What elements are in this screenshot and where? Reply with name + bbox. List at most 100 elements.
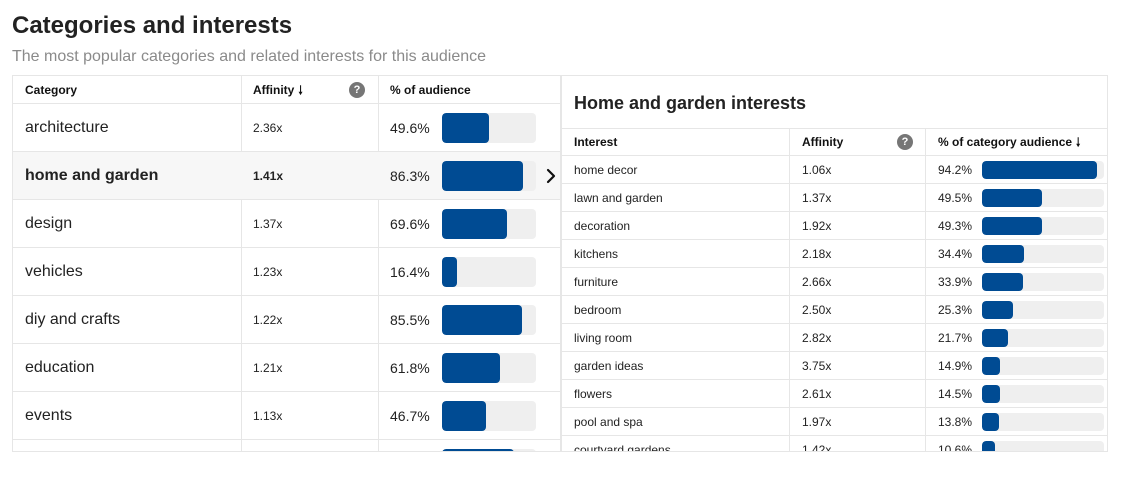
interest-row: pool and spa 1.97x 13.8% bbox=[562, 408, 1107, 436]
category-row[interactable]: home and garden 1.41x 86.3% bbox=[13, 152, 560, 200]
category-affinity: 1.21x bbox=[253, 361, 283, 375]
interest-audience-percent: 34.4% bbox=[938, 247, 973, 261]
column-header-category[interactable]: Category bbox=[25, 83, 78, 97]
category-audience-bar bbox=[982, 189, 1104, 207]
interest-affinity: 1.06x bbox=[802, 163, 832, 177]
category-audience-percent: 85.5% bbox=[390, 312, 430, 328]
audience-bar bbox=[442, 449, 536, 451]
arrow-down-icon: 🠓 bbox=[298, 83, 303, 97]
interest-row: kitchens 2.18x 34.4% bbox=[562, 240, 1107, 268]
category-audience-bar bbox=[982, 273, 1104, 291]
category-audience-bar bbox=[982, 413, 1104, 431]
interest-name: lawn and garden bbox=[574, 191, 663, 205]
column-header-affinity[interactable]: Affinity bbox=[802, 135, 844, 149]
interest-row: flowers 2.61x 14.5% bbox=[562, 380, 1107, 408]
interest-name: pool and spa bbox=[574, 415, 643, 429]
column-divider bbox=[925, 128, 926, 451]
interest-audience-percent: 49.3% bbox=[938, 219, 973, 233]
interest-name: decoration bbox=[574, 219, 631, 233]
category-row[interactable] bbox=[13, 440, 560, 451]
category-name: home and garden bbox=[25, 167, 159, 184]
interest-audience-percent: 10.6% bbox=[938, 443, 973, 452]
interest-row: home decor 1.06x 94.2% bbox=[562, 156, 1107, 184]
interest-audience-percent: 33.9% bbox=[938, 275, 973, 289]
category-audience-percent: 69.6% bbox=[390, 216, 430, 232]
interest-affinity: 1.97x bbox=[802, 415, 832, 429]
interest-audience-percent: 94.2% bbox=[938, 163, 973, 177]
category-row[interactable]: diy and crafts 1.22x 85.5% bbox=[13, 296, 560, 344]
category-affinity: 1.41x bbox=[253, 169, 284, 183]
category-name: education bbox=[25, 359, 95, 376]
audience-bar bbox=[442, 209, 536, 239]
interest-affinity: 2.82x bbox=[802, 331, 832, 345]
interest-audience-percent: 14.9% bbox=[938, 359, 973, 373]
audience-bar-fill bbox=[442, 161, 524, 191]
audience-bar bbox=[442, 305, 536, 335]
interest-row: living room 2.82x 21.7% bbox=[562, 324, 1107, 352]
category-row[interactable]: design 1.37x 69.6% bbox=[13, 200, 560, 248]
interest-audience-percent: 49.5% bbox=[938, 191, 973, 205]
interest-row: furniture 2.66x 33.9% bbox=[562, 268, 1107, 296]
category-audience-bar-fill bbox=[982, 273, 1024, 291]
column-header-audience[interactable]: % of audience bbox=[390, 83, 471, 97]
audience-bar-fill bbox=[442, 353, 501, 383]
category-audience-percent: 86.3% bbox=[390, 168, 430, 184]
category-row[interactable]: education 1.21x 61.8% bbox=[13, 344, 560, 392]
category-audience-bar bbox=[982, 329, 1104, 347]
column-header-affinity-label: Affinity bbox=[253, 83, 295, 97]
audience-bar-fill bbox=[442, 257, 458, 287]
interest-audience-percent: 14.5% bbox=[938, 387, 973, 401]
question-circle-icon[interactable]: ? bbox=[349, 82, 365, 98]
interest-name: kitchens bbox=[574, 247, 619, 261]
interest-audience-percent: 13.8% bbox=[938, 415, 973, 429]
interest-affinity: 2.66x bbox=[802, 275, 832, 289]
audience-bar bbox=[442, 257, 536, 287]
category-affinity: 1.22x bbox=[253, 313, 283, 327]
interest-name: home decor bbox=[574, 163, 638, 177]
question-circle-icon[interactable]: ? bbox=[897, 134, 913, 150]
interest-affinity: 2.61x bbox=[802, 387, 832, 401]
interest-row: decoration 1.92x 49.3% bbox=[562, 212, 1107, 240]
category-affinity: 1.13x bbox=[253, 409, 283, 423]
category-row[interactable]: events 1.13x 46.7% bbox=[13, 392, 560, 440]
category-name: architecture bbox=[25, 119, 109, 136]
category-audience-bar bbox=[982, 441, 1104, 451]
category-name: vehicles bbox=[25, 263, 83, 280]
audience-bar-fill bbox=[442, 113, 489, 143]
interest-affinity: 2.50x bbox=[802, 303, 832, 317]
categories-table-header: Category Affinity 🠓 ? % of audience bbox=[13, 76, 560, 104]
interest-row: courtyard gardens 1.42x 10.6% bbox=[562, 436, 1107, 452]
category-audience-bar-fill bbox=[982, 161, 1097, 179]
chevron-right-icon[interactable] bbox=[543, 166, 559, 186]
audience-bar bbox=[442, 113, 536, 143]
column-divider bbox=[241, 76, 242, 451]
category-audience-bar-fill bbox=[982, 329, 1009, 347]
category-audience-bar bbox=[982, 385, 1104, 403]
audience-bar bbox=[442, 401, 536, 431]
category-name: diy and crafts bbox=[25, 311, 121, 328]
category-audience-bar-fill bbox=[982, 189, 1043, 207]
audience-bar-fill bbox=[442, 449, 514, 451]
interest-row: garden ideas 3.75x 14.9% bbox=[562, 352, 1107, 380]
category-row[interactable]: architecture 2.36x 49.6% bbox=[13, 104, 560, 152]
category-audience-bar bbox=[982, 161, 1104, 179]
category-audience-bar bbox=[982, 217, 1104, 235]
category-row[interactable]: vehicles 1.23x 16.4% bbox=[13, 248, 560, 296]
category-audience-percent: 46.7% bbox=[390, 408, 430, 424]
category-audience-percent: 49.6% bbox=[390, 120, 430, 136]
category-audience-bar-fill bbox=[982, 441, 995, 451]
column-header-interest[interactable]: Interest bbox=[574, 135, 618, 149]
column-divider bbox=[378, 76, 379, 451]
interests-table-title: Home and garden interests bbox=[574, 93, 807, 113]
interest-affinity: 2.18x bbox=[802, 247, 832, 261]
column-header-affinity[interactable]: Affinity 🠓 bbox=[253, 76, 303, 104]
category-audience-bar-fill bbox=[982, 413, 999, 431]
interest-audience-percent: 21.7% bbox=[938, 331, 973, 345]
interests-table-header: Interest Affinity ? % of category audien… bbox=[562, 128, 1107, 156]
interest-audience-percent: 25.3% bbox=[938, 303, 973, 317]
interest-name: living room bbox=[574, 331, 633, 345]
interest-name: flowers bbox=[574, 387, 613, 401]
column-header-category-audience[interactable]: % of category audience 🠓 bbox=[938, 129, 1080, 155]
interest-affinity: 3.75x bbox=[802, 359, 832, 373]
interest-row: lawn and garden 1.37x 49.5% bbox=[562, 184, 1107, 212]
